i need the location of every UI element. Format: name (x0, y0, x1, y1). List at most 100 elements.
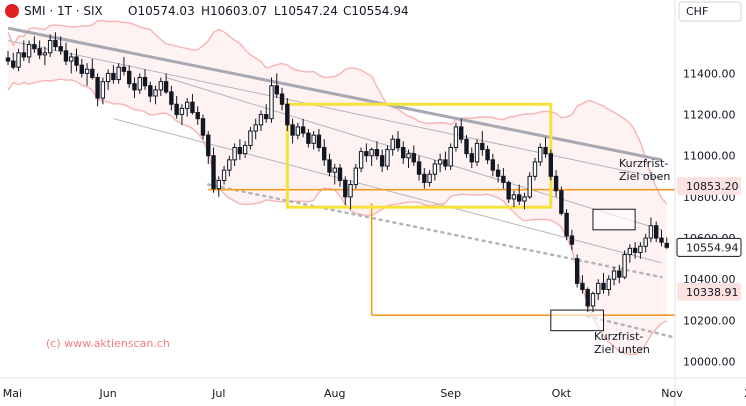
candle-body (622, 254, 627, 278)
candle (401, 141, 406, 164)
candle (337, 163, 343, 187)
candle-body (401, 146, 406, 159)
candle-body (184, 101, 190, 109)
candle-body (216, 179, 222, 190)
x-tick-label: Jun (99, 387, 117, 400)
candle-body (432, 163, 438, 175)
candle-body (316, 134, 322, 148)
y-tick-label: 10000.00 (683, 356, 736, 369)
band-lower-line (7, 78, 668, 356)
candle (42, 46, 48, 66)
candle-body (311, 134, 316, 144)
candle (279, 87, 285, 111)
candle (464, 135, 469, 158)
y-tick-label: 11400.00 (683, 67, 736, 80)
candle (232, 143, 237, 167)
candle (195, 106, 200, 125)
candle-body (511, 194, 517, 200)
price-tag-label: 10338.91 (686, 286, 739, 299)
candle-body (590, 293, 596, 307)
candle-body (153, 89, 158, 97)
candle-body (21, 52, 27, 58)
candle (264, 104, 269, 123)
candle (216, 176, 222, 197)
candle (627, 244, 633, 263)
candle-body (395, 138, 401, 148)
candle-body (664, 242, 669, 248)
candle-body (16, 52, 21, 68)
candle (311, 131, 316, 150)
candle-body (63, 50, 69, 62)
candle-body (553, 175, 559, 192)
price-tag-label: 10554.94 (686, 241, 739, 254)
candle (211, 147, 216, 193)
symbol-title[interactable]: SMI · 1T · SIX (24, 4, 103, 18)
candle (527, 172, 532, 199)
candle (84, 63, 90, 86)
candle-body (443, 159, 448, 167)
candle (506, 180, 511, 204)
candle-body (90, 68, 95, 79)
currency-label: CHF (686, 5, 708, 18)
x-tick-label: Jul (211, 387, 225, 400)
x-tick-label: Mai (3, 387, 22, 400)
candle (553, 170, 559, 197)
candle (369, 147, 374, 167)
candle-body (358, 151, 364, 169)
candle (153, 85, 158, 105)
candle (332, 163, 337, 185)
candle (448, 143, 453, 171)
candle (585, 287, 590, 313)
candle (90, 58, 95, 80)
candle-body (638, 245, 643, 253)
candle (411, 145, 416, 167)
candle (306, 128, 311, 148)
candle-body (169, 91, 174, 105)
target-upper-annotation: Kurzfrist- Ziel oben (619, 157, 670, 183)
price-tag-label: 10853.20 (686, 180, 739, 193)
candle (253, 118, 258, 140)
candle (190, 93, 195, 115)
candle-body (200, 118, 206, 136)
candle (137, 73, 142, 94)
smi-logo-icon (5, 4, 19, 18)
candle (511, 190, 517, 208)
candle (564, 209, 569, 241)
candle-body (411, 153, 416, 163)
candle-body (84, 68, 90, 74)
candle-body (95, 77, 100, 99)
candle-body (253, 124, 258, 132)
candle-body (53, 39, 58, 48)
watermark: (c) www.aktienscan.ch (46, 337, 170, 350)
candle-body (163, 81, 169, 93)
support-dotted-line (207, 183, 663, 279)
candle (237, 139, 243, 160)
candle-body (648, 225, 654, 239)
price-axis[interactable] (675, 0, 746, 406)
candle-body (448, 146, 453, 167)
candle-body (348, 184, 353, 198)
candle-body (485, 149, 490, 161)
candle-body (121, 66, 127, 72)
candle (632, 242, 638, 259)
candle (379, 149, 385, 173)
candle (274, 73, 279, 99)
candle-body (569, 235, 575, 245)
candle-body (427, 173, 432, 183)
candle (163, 73, 169, 94)
candle (358, 147, 364, 173)
candle (485, 145, 490, 164)
currency-button[interactable]: CHF (678, 1, 742, 22)
candle (348, 180, 353, 210)
candle-body (337, 167, 343, 181)
candle-body (127, 70, 132, 85)
target-lower-box-box (550, 309, 605, 332)
candle (95, 73, 100, 107)
candle-body (548, 153, 554, 177)
candle (622, 250, 627, 280)
candle (316, 128, 322, 152)
candle (290, 118, 295, 144)
candle-body (464, 138, 469, 155)
candle-body (11, 60, 16, 68)
